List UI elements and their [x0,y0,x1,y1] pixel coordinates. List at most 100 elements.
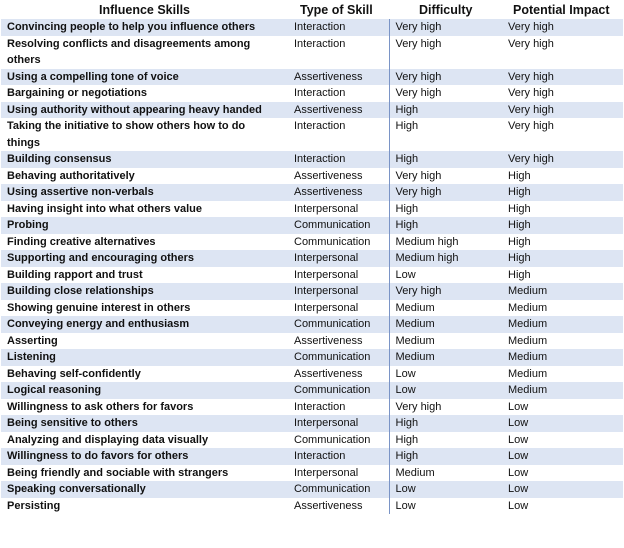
impact-cell: Medium [508,301,548,314]
difficulty-cell: Medium [388,332,502,349]
impact-cell: Very high [508,87,554,99]
type-cell: Assertiveness [288,68,389,85]
impact-cell: Very high [508,37,554,50]
impact-cell: Very high [502,101,623,118]
type-cell: Interpersonal [294,466,359,479]
impact-cell: Medium [508,367,548,380]
impact-cell: Low [508,466,529,479]
skill-cell: Willingness to do favors for others [1,448,288,465]
impact-cell: Low [502,415,623,432]
table-row: Being sensitive to others Interpersonal Hi… [1,415,623,432]
skill-cell: Having insight into what others value [7,202,202,215]
influence-skills-table: Influence Skills Type of Skill Difficult… [1,0,623,514]
difficulty-cell: High [388,217,502,234]
difficulty-cell: Low [388,382,502,399]
difficulty-cell: Very high [388,283,502,300]
type-cell: Interpersonal [288,283,389,300]
difficulty-cell: High [388,448,502,465]
difficulty-cell: Low [388,481,502,498]
difficulty-cell: Very high [388,85,502,102]
impact-cell: Low [508,400,529,413]
difficulty-cell: High [388,151,502,168]
type-cell: Interaction [294,400,346,413]
table-row: Speaking conversationally Communication Lo… [1,481,623,498]
table-row: Building close relationships Interpersona… [1,283,623,300]
impact-cell: Very high [502,151,623,168]
header-type-of-skill: Type of Skill [300,2,373,17]
impact-cell: Medium [502,382,623,399]
type-cell: Assertiveness [288,184,389,201]
table-row: Willingness to ask others for favors Inte… [1,398,623,415]
difficulty-cell: Very high [388,398,502,415]
type-cell: Assertiveness [294,169,363,182]
table-row: Being friendly and sociable with strange… [1,464,623,481]
skill-cell: Willingness to ask others for favors [7,400,194,413]
table-row: Logical reasoning Communication Low Medium [1,382,623,399]
impact-cell: Very high [502,68,623,85]
table-row: Conveying energy and enthusiasm Communica… [1,316,623,333]
impact-cell: High [508,169,531,182]
table-row: Showing genuine interest in others Interp… [1,299,623,316]
table-row: Analyzing and displaying data visually Co… [1,431,623,448]
type-cell: Communication [294,433,371,446]
skill-cell: Persisting [7,499,61,512]
skill-cell: Using a compelling tone of voice [1,68,288,85]
impact-cell: Very high [508,120,554,132]
table-row: Bargaining or negotiations Interaction Ver… [1,85,623,102]
skill-cell: Resolving conflicts and disagreements am… [7,37,251,67]
skill-cell: Using authority without appearing heavy … [1,101,288,118]
table-row: Persisting Assertiveness Low Low [1,497,623,514]
difficulty-cell: High [388,101,502,118]
type-cell: Communication [288,382,389,399]
difficulty-cell: Low [388,266,502,283]
skill-cell: Logical reasoning [1,382,288,399]
type-cell: Assertiveness [294,499,363,512]
impact-cell: High [508,268,531,281]
table-row: Resolving conflicts and disagreements am… [1,35,623,69]
table-row: Building rapport and trust Interpersonal L… [1,266,623,283]
skill-cell: Analyzing and displaying data visually [7,433,209,446]
header-difficulty: Difficulty [419,2,473,17]
type-cell: Interpersonal [288,250,389,267]
impact-cell: Medium [502,349,623,366]
impact-cell: High [502,250,623,267]
difficulty-cell: Very high [388,68,502,85]
table-row: Behaving authoritatively Assertiveness Ver… [1,167,623,184]
table-row: Asserting Assertiveness Medium Medium [1,332,623,349]
difficulty-cell: Medium [388,464,502,481]
header-row: Influence Skills Type of Skill Difficult… [1,0,623,19]
difficulty-cell: Medium high [388,233,502,250]
skill-cell: Behaving self-confidently [7,367,141,380]
table-row: Using a compelling tone of voice Assertiv… [1,68,623,85]
type-cell: Communication [288,481,389,498]
type-cell: Interaction [294,120,346,132]
table-row: Using authority without appearing heavy … [1,101,623,118]
impact-cell: Medium [508,334,548,347]
table-row: Behaving self-confidently Assertiveness Lo… [1,365,623,382]
skill-cell: Convincing people to help you influence … [1,19,288,36]
skill-cell: Building close relationships [1,283,288,300]
table-row: Listening Communication Medium Medium [1,349,623,366]
type-cell: Communication [288,316,389,333]
type-cell: Interaction [294,87,346,99]
impact-cell: High [502,184,623,201]
impact-cell: Low [502,448,623,465]
difficulty-cell: Medium [388,316,502,333]
skill-cell: Supporting and encouraging others [1,250,288,267]
impact-cell: High [508,235,531,248]
table-row: Using assertive non-verbals Assertiveness… [1,184,623,201]
type-cell: Interpersonal [288,415,389,432]
table-row: Convincing people to help you influence … [1,19,623,36]
table-row: Probing Communication High High [1,217,623,234]
skill-cell: Behaving authoritatively [7,169,135,182]
impact-cell: High [502,217,623,234]
skill-cell: Building consensus [1,151,288,168]
difficulty-cell: Low [388,365,502,382]
difficulty-cell: Medium [388,299,502,316]
type-cell: Interaction [288,448,389,465]
table-row: Finding creative alternatives Communicati… [1,233,623,250]
impact-cell: Low [508,433,529,446]
impact-cell: Low [502,481,623,498]
difficulty-cell: Very high [388,35,502,69]
table-row: Supporting and encouraging others Interpe… [1,250,623,267]
